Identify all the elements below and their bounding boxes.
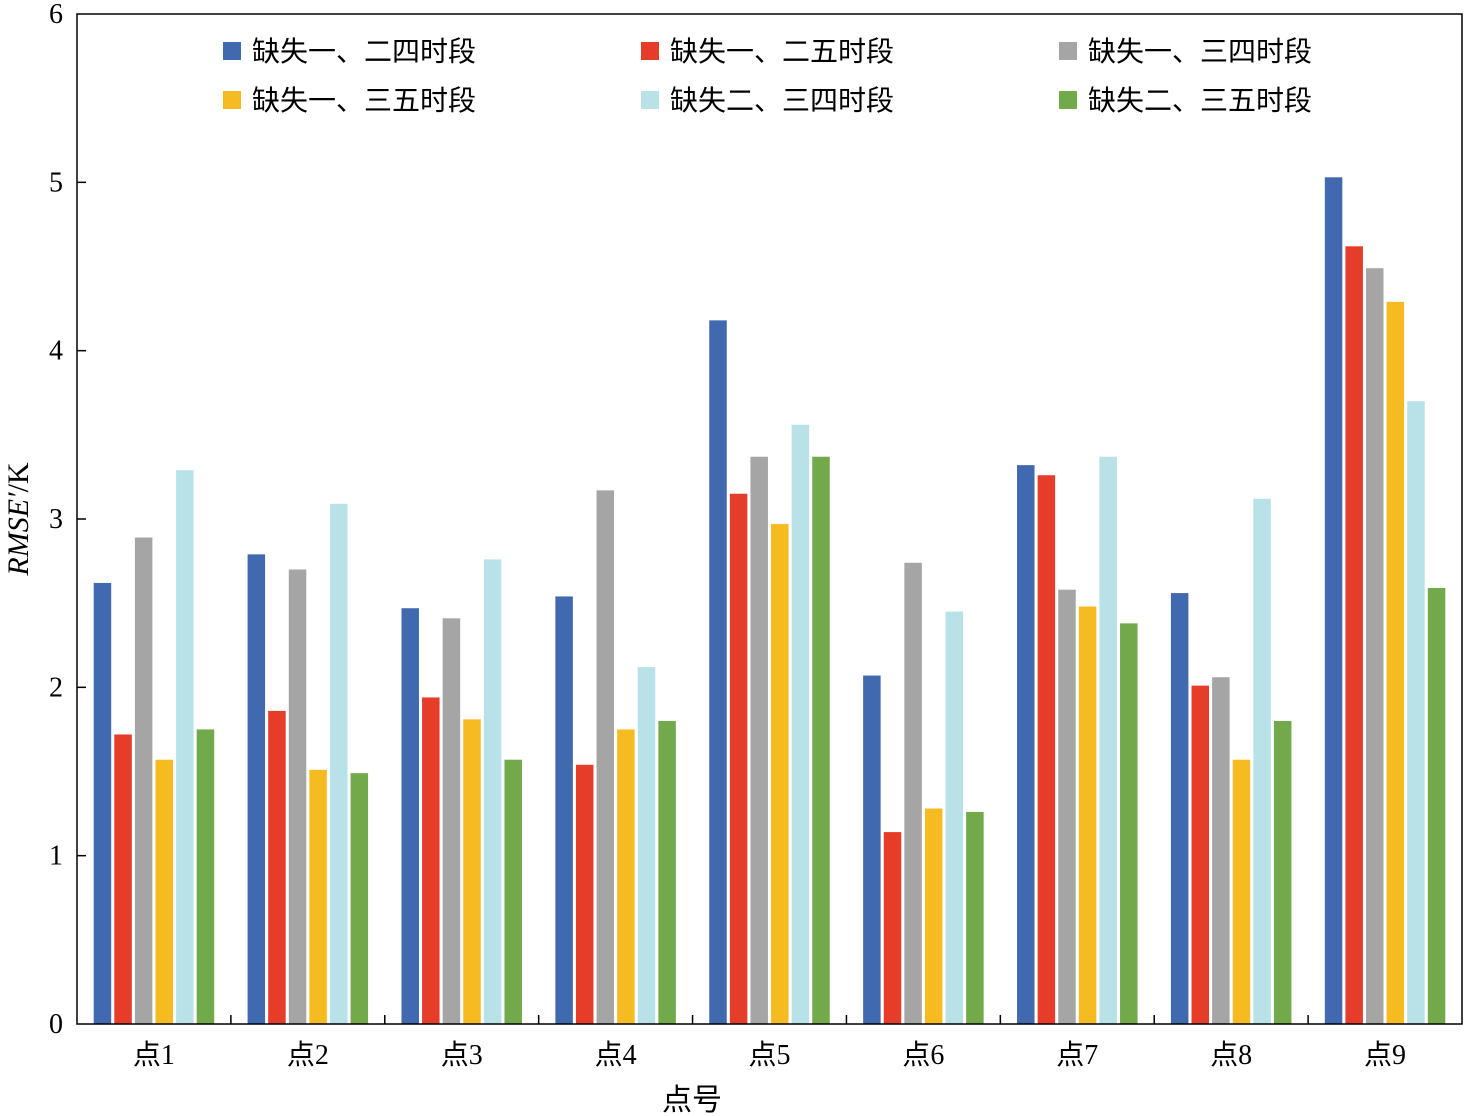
y-tick-label: 6: [49, 0, 63, 30]
bar-s5-1: [176, 470, 194, 1024]
bar-s2-7: [1037, 475, 1056, 1025]
bar-s3-8: [1212, 677, 1230, 1024]
bar-s2-5: [729, 493, 748, 1024]
bar-s4-1: [155, 759, 173, 1024]
y-axis-title-italic: RMSE′: [2, 492, 35, 577]
bar-s4-7: [1078, 606, 1097, 1024]
bar-s6-7: [1120, 623, 1138, 1024]
bar-s3-7: [1058, 589, 1076, 1024]
bar-s1-2: [247, 554, 266, 1024]
bar-s2-3: [422, 697, 440, 1024]
bar-s1-1: [93, 582, 112, 1024]
bar-s4-2: [309, 769, 327, 1024]
bar-s4-4: [617, 729, 635, 1024]
x-tick-label: 点3: [441, 1040, 483, 1071]
legend-swatch: [1059, 42, 1077, 60]
bar-s1-6: [863, 675, 881, 1024]
bar-s2-2: [268, 710, 286, 1024]
bar-s5-4: [637, 667, 656, 1024]
bar-s2-8: [1191, 685, 1210, 1024]
bar-s4-8: [1232, 759, 1251, 1024]
bar-s5-5: [791, 424, 810, 1025]
legend-label: 缺失二、三四时段: [670, 84, 894, 117]
bars-layer: [93, 177, 1446, 1025]
bar-s1-7: [1017, 465, 1035, 1024]
bar-s4-5: [771, 524, 789, 1024]
bar-s3-5: [750, 456, 768, 1025]
y-axis-title: RMSE′/K: [2, 462, 35, 577]
legend-label: 缺失一、三五时段: [252, 84, 476, 117]
legend-swatch: [223, 91, 241, 109]
bar-s6-5: [812, 456, 830, 1025]
bar-s3-2: [288, 569, 307, 1024]
bar-s6-3: [504, 759, 522, 1024]
x-tick-label: 点7: [1056, 1040, 1098, 1071]
bar-s6-1: [196, 729, 215, 1024]
y-axis-title-unit: /K: [2, 462, 35, 492]
bar-s1-8: [1170, 593, 1189, 1024]
bar-s6-8: [1273, 721, 1292, 1024]
bar-s6-2: [350, 773, 369, 1024]
y-tick-label: 4: [49, 336, 63, 367]
bar-s4-9: [1386, 301, 1405, 1025]
bar-s1-4: [555, 596, 573, 1024]
bar-s4-3: [463, 719, 481, 1024]
y-tick-label: 5: [49, 167, 63, 198]
y-tick-label: 3: [49, 504, 63, 535]
bar-s5-2: [329, 503, 348, 1025]
bar-s1-3: [401, 608, 419, 1024]
x-tick-label: 点8: [1210, 1040, 1252, 1071]
bar-s5-8: [1253, 498, 1271, 1024]
legend-swatch: [641, 42, 659, 60]
bar-s5-7: [1099, 456, 1117, 1025]
bar-s1-9: [1324, 177, 1343, 1024]
bar-s4-6: [924, 808, 943, 1024]
bar-s6-4: [658, 721, 676, 1024]
bar-s2-6: [883, 832, 902, 1024]
bar-s3-9: [1366, 268, 1384, 1024]
legend-label: 缺失一、三四时段: [1088, 35, 1312, 68]
legend-label: 缺失一、二五时段: [670, 35, 894, 68]
bar-s2-9: [1345, 246, 1363, 1025]
bar-s5-3: [483, 559, 502, 1024]
x-tick-label: 点9: [1364, 1040, 1406, 1071]
x-axis-title: 点号: [662, 1084, 722, 1116]
x-tick-label: 点2: [287, 1040, 329, 1071]
x-tick-label: 点4: [595, 1040, 637, 1071]
bar-s3-1: [134, 537, 153, 1024]
bar-s5-9: [1407, 401, 1425, 1024]
y-tick-label: 2: [49, 672, 63, 703]
bar-s3-6: [904, 562, 922, 1024]
bar-s2-4: [575, 764, 594, 1024]
legend-swatch: [641, 91, 659, 109]
legend-label: 缺失二、三五时段: [1088, 84, 1312, 117]
legend-swatch: [223, 42, 241, 60]
legend-swatch: [1059, 91, 1077, 109]
x-axis: 点1 点2 点3 点4 点5 点6 点7 点8 点9: [133, 1015, 1406, 1071]
bar-s6-6: [966, 811, 984, 1024]
x-tick-label: 点5: [748, 1040, 790, 1071]
y-tick-label: 1: [49, 841, 63, 872]
bar-s3-4: [596, 490, 615, 1024]
x-tick-label: 点1: [133, 1040, 175, 1071]
y-tick-label: 0: [49, 1009, 63, 1040]
y-axis: 0 1 2 3 4 5 6: [49, 0, 86, 1040]
bar-s2-1: [114, 734, 132, 1024]
bar-s1-5: [709, 320, 727, 1024]
bar-s3-3: [442, 618, 461, 1024]
bar-s6-9: [1427, 588, 1446, 1024]
bar-s5-6: [945, 611, 964, 1024]
legend-label: 缺失一、二四时段: [252, 35, 476, 68]
x-tick-label: 点6: [902, 1040, 944, 1071]
